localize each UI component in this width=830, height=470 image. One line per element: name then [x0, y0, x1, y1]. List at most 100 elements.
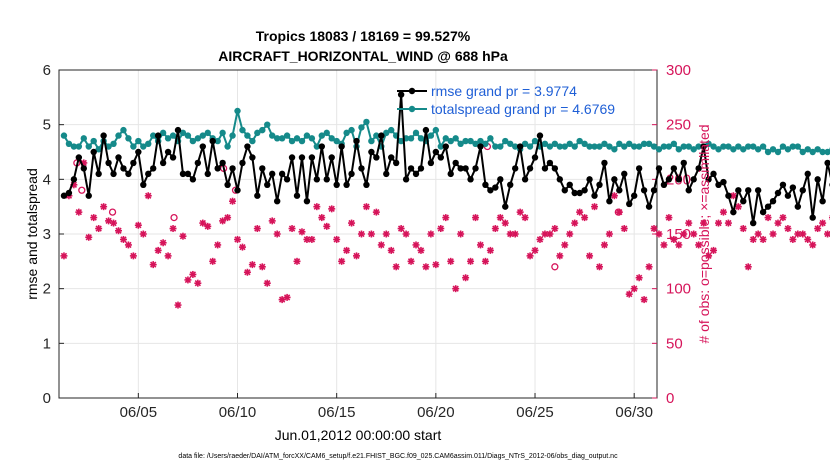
obs-assimilated-marker — [273, 230, 281, 238]
totalspread-point — [328, 135, 335, 142]
y-axis-ticks: 0 1 2 3 4 5 6 — [43, 62, 64, 407]
obs-assimilated-marker — [814, 225, 822, 233]
obs-assimilated-marker — [100, 203, 108, 211]
obs-assimilated-marker — [248, 261, 256, 269]
rmse-point — [626, 200, 633, 208]
obs-assimilated-marker — [328, 205, 336, 213]
totalspread-point — [586, 143, 593, 150]
obs-assimilated-marker — [645, 263, 653, 271]
obs-assimilated-marker — [194, 279, 202, 287]
rmse-point — [596, 181, 603, 188]
totalspread-point — [531, 137, 539, 145]
totalspread-point — [264, 121, 271, 128]
totalspread-point — [750, 143, 757, 150]
rmse-point — [675, 176, 683, 183]
rmse-point — [526, 165, 534, 172]
rmse-point — [750, 219, 757, 227]
rmse-point — [769, 198, 777, 205]
rmse-point — [561, 187, 568, 194]
rmse-point — [264, 181, 271, 188]
rmse-point — [531, 154, 539, 161]
obs-assimilated-marker — [670, 235, 678, 243]
obs-assimilated-marker — [804, 235, 812, 243]
rmse-point — [179, 170, 187, 178]
totalspread-point — [626, 140, 633, 147]
legend-spread-label: totalspread grand pr = 4.6769 — [431, 101, 615, 117]
totalspread-point — [526, 143, 534, 150]
rmse-point — [417, 165, 425, 172]
obs-assimilated-marker — [432, 261, 440, 269]
rmse-point — [635, 165, 643, 172]
rmse-point — [759, 208, 767, 216]
obs-assimilated-marker — [447, 257, 455, 265]
rmse-point — [740, 198, 747, 205]
totalspread-point — [611, 146, 618, 153]
totalspread-point — [313, 143, 321, 150]
rmse-point — [660, 181, 668, 188]
rmse-point — [269, 170, 276, 178]
totalspread-point — [695, 143, 702, 150]
rmse-point — [194, 159, 202, 167]
totalspread-point — [105, 143, 112, 150]
rmse-point — [576, 189, 583, 197]
rmse-point — [214, 165, 221, 172]
rmse-point — [95, 170, 102, 178]
rmse-point — [363, 181, 370, 188]
obs-assimilated-marker — [784, 225, 792, 233]
rmse-point — [318, 143, 325, 150]
totalspread-point — [90, 137, 97, 145]
rmse-point — [551, 165, 559, 172]
rmse-point — [174, 126, 182, 134]
obs-possible-marker — [78, 186, 86, 194]
rmse-point — [472, 165, 479, 172]
rmse-point — [234, 187, 241, 194]
rmse-point — [774, 189, 782, 197]
obs-assimilated-marker — [422, 263, 430, 271]
rmse-point — [333, 181, 340, 188]
rmse-point — [606, 198, 613, 205]
obs-assimilated-marker — [799, 230, 807, 238]
totalspread-point — [115, 132, 122, 139]
rmse-point — [358, 165, 365, 172]
rmse-point — [521, 176, 529, 183]
totalspread-point — [368, 137, 375, 145]
totalspread-point — [556, 143, 564, 150]
legend-rmse-marker — [408, 87, 416, 95]
rmse-point — [397, 91, 405, 98]
totalspread-point — [685, 143, 692, 150]
totalspread-point — [249, 137, 256, 145]
totalspread-point — [799, 148, 806, 156]
totalspread-point — [219, 129, 226, 137]
obs-assimilated-marker — [551, 225, 559, 233]
rmse-point — [115, 154, 122, 161]
rmse-point — [754, 187, 762, 194]
obs-assimilated-marker — [496, 214, 504, 222]
totalspread-point — [383, 129, 390, 137]
legend-spread-marker — [408, 105, 416, 113]
obs-assimilated-marker — [581, 214, 589, 222]
rmse-point — [705, 176, 712, 183]
obs-assimilated-marker — [90, 214, 98, 222]
totalspread-point — [348, 126, 355, 134]
totalspread-point — [616, 140, 623, 147]
obs-assimilated-marker — [407, 257, 415, 265]
totalspread-point — [581, 140, 588, 147]
rmse-point — [516, 143, 524, 150]
rmse-point — [392, 159, 400, 167]
totalspread-point — [814, 146, 821, 153]
obs-assimilated-marker — [467, 257, 475, 265]
rmse-point — [353, 137, 360, 145]
rmse-point — [80, 165, 87, 172]
obs-assimilated-marker — [149, 261, 157, 269]
totalspread-point — [130, 143, 137, 150]
rmse-point — [140, 181, 147, 188]
rmse-point — [690, 176, 697, 183]
obs-assimilated-marker — [625, 290, 633, 298]
rmse-point — [90, 148, 97, 156]
obs-assimilated-marker — [238, 243, 246, 251]
rmse-point — [477, 143, 484, 150]
obs-assimilated-marker — [75, 208, 83, 216]
totalspread-point — [472, 140, 479, 147]
obs-assimilated-marker — [268, 217, 276, 225]
totalspread-point — [259, 126, 266, 134]
